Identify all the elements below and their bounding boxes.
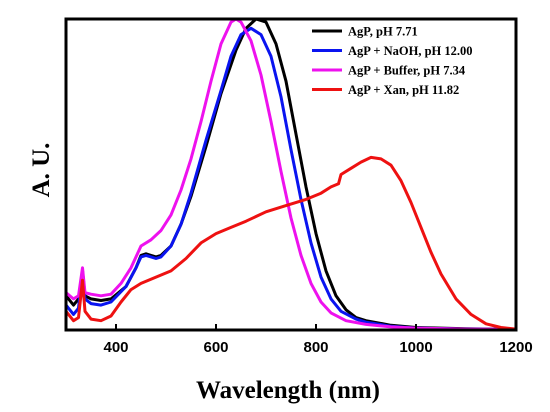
series-line-3 (65, 17, 517, 331)
x-tick-label: 800 (303, 339, 328, 356)
x-tick-label: 1200 (499, 339, 532, 356)
legend-label-3: AgP + Buffer, pH 7.34 (348, 64, 466, 78)
x-axis-label: Wavelength (nm) (196, 377, 380, 404)
legend: AgP, pH 7.71 AgP + NaOH, pH 12.00 AgP + Bu… (312, 25, 473, 97)
x-tick-label: 400 (103, 339, 128, 356)
plot-frame (64, 17, 518, 332)
legend-label-2: AgP + NaOH, pH 12.00 (348, 44, 473, 58)
legend-label-1: AgP, pH 7.71 (348, 25, 418, 39)
legend-label-4: AgP + Xan, pH 11.82 (348, 83, 459, 97)
x-tick-label: 1000 (399, 339, 432, 356)
plot-curves (64, 17, 517, 331)
series-line-2 (64, 26, 517, 331)
y-axis-label: A. U. (28, 143, 55, 198)
x-axis-ticks: 400 600 800 1000 1200 (103, 324, 533, 356)
x-tick-label: 600 (203, 339, 228, 356)
series-line-4 (64, 155, 517, 331)
